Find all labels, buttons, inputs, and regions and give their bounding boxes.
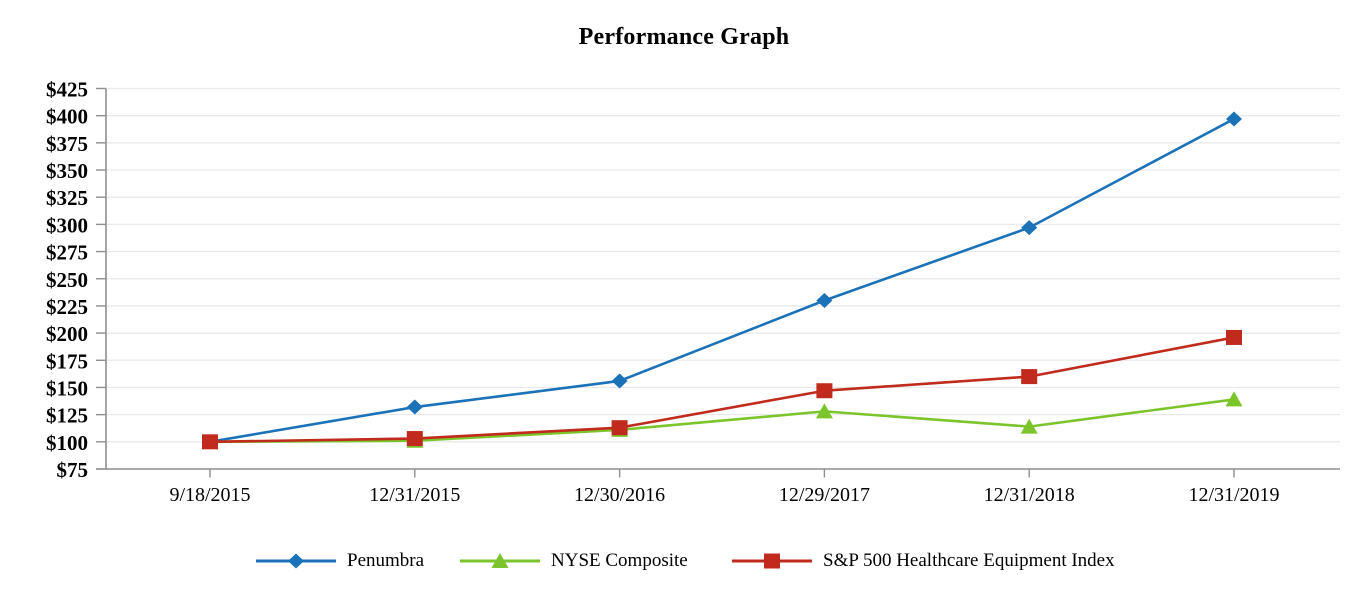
legend-item-penumbra: Penumbra bbox=[256, 550, 425, 571]
penumbra-marker-12-31-2018 bbox=[1021, 220, 1038, 236]
legend-label-penumbra: Penumbra bbox=[347, 550, 425, 571]
x-tick-label-12-31-2015: 12/31/2015 bbox=[369, 484, 460, 506]
penumbra-line bbox=[209, 117, 1235, 444]
penumbra-marker-12-29-2017 bbox=[816, 292, 833, 308]
x-tick-label-9-18-2015: 9/18/2015 bbox=[169, 484, 250, 506]
nyse-composite-marker-12-29-2017 bbox=[815, 403, 833, 419]
nyse-composite-triangle-marker-icon bbox=[460, 553, 540, 568]
s-p-500-healthcare-equipment-index-marker-9-18-2015 bbox=[202, 434, 218, 450]
y-tick-label-150: $150 bbox=[46, 376, 88, 400]
penumbra-marker-12-30-2016 bbox=[611, 373, 628, 389]
x-tick-label-12-30-2016: 12/30/2016 bbox=[574, 484, 665, 506]
x-tick-label-12-31-2019: 12/31/2019 bbox=[1188, 484, 1279, 506]
nyse-composite-marker-12-31-2019 bbox=[1225, 391, 1243, 407]
y-tick-label-175: $175 bbox=[46, 349, 88, 373]
y-tick-label-300: $300 bbox=[46, 213, 88, 237]
nyse-composite-marker-12-31-2018 bbox=[1020, 418, 1038, 434]
y-tick-label-225: $225 bbox=[46, 295, 88, 319]
x-tick-label-12-31-2018: 12/31/2018 bbox=[984, 484, 1075, 506]
nyse-composite-legend-marker bbox=[491, 553, 509, 568]
y-tick-label-200: $200 bbox=[46, 322, 88, 346]
legend-label-sp500-healthcare-equipment: S&P 500 Healthcare Equipment Index bbox=[823, 550, 1115, 571]
y-tick-label-125: $125 bbox=[46, 404, 88, 428]
nyse-composite-line bbox=[209, 398, 1235, 444]
penumbra-marker-12-31-2015 bbox=[406, 399, 423, 415]
legend-label-nyse-composite: NYSE Composite bbox=[551, 550, 688, 571]
s-p-500-healthcare-equipment-index-marker-12-30-2016 bbox=[611, 420, 628, 436]
s-p-500-healthcare-equipment-index-marker-12-31-2019 bbox=[1226, 329, 1242, 345]
y-tick-label-425: $425 bbox=[46, 78, 88, 102]
y-tick-label-400: $400 bbox=[46, 105, 88, 129]
s-p-500-healthcare-equipment-index-series bbox=[202, 329, 1242, 450]
s-p-500-healthcare-equipment-index-line bbox=[209, 336, 1235, 444]
sp500-healthcare-square-marker-icon bbox=[732, 553, 812, 569]
penumbra-marker-12-31-2019 bbox=[1226, 111, 1242, 127]
legend-item-sp500-healthcare-equipment: S&P 500 Healthcare Equipment Index bbox=[732, 550, 1115, 571]
performance-line-chart: $425 $400 $375 $350 $325 $300 $275 $250 $225 $200… bbox=[46, 78, 1340, 506]
s-p-500-healthcare-equipment-index-marker-12-31-2015 bbox=[406, 431, 423, 447]
y-tick-label-325: $325 bbox=[46, 186, 88, 210]
y-tick-label-350: $350 bbox=[46, 159, 88, 183]
y-tick-label-75: $75 bbox=[57, 458, 89, 482]
chart-title: Performance Graph bbox=[578, 24, 790, 50]
chart-legend: Penumbra NYSE Composite S&P 500 Healthca… bbox=[0, 550, 1368, 575]
y-tick-label-275: $275 bbox=[46, 241, 88, 265]
penumbra-diamond-marker-icon bbox=[256, 553, 336, 569]
s-p-500-healthcare-equipment-index-marker-12-31-2018 bbox=[1021, 369, 1038, 385]
s-p-500-healthcare-equipment-index-legend-marker bbox=[764, 553, 780, 569]
y-tick-label-250: $250 bbox=[46, 268, 88, 292]
penumbra-legend-marker bbox=[288, 553, 304, 569]
y-tick-label-375: $375 bbox=[46, 132, 88, 156]
s-p-500-healthcare-equipment-index-marker-12-29-2017 bbox=[816, 383, 833, 399]
penumbra-series bbox=[202, 111, 1242, 450]
y-tick-label-100: $100 bbox=[46, 431, 88, 455]
x-tick-label-12-29-2017: 12/29/2017 bbox=[779, 484, 870, 506]
legend-item-nyse-composite: NYSE Composite bbox=[460, 550, 688, 571]
